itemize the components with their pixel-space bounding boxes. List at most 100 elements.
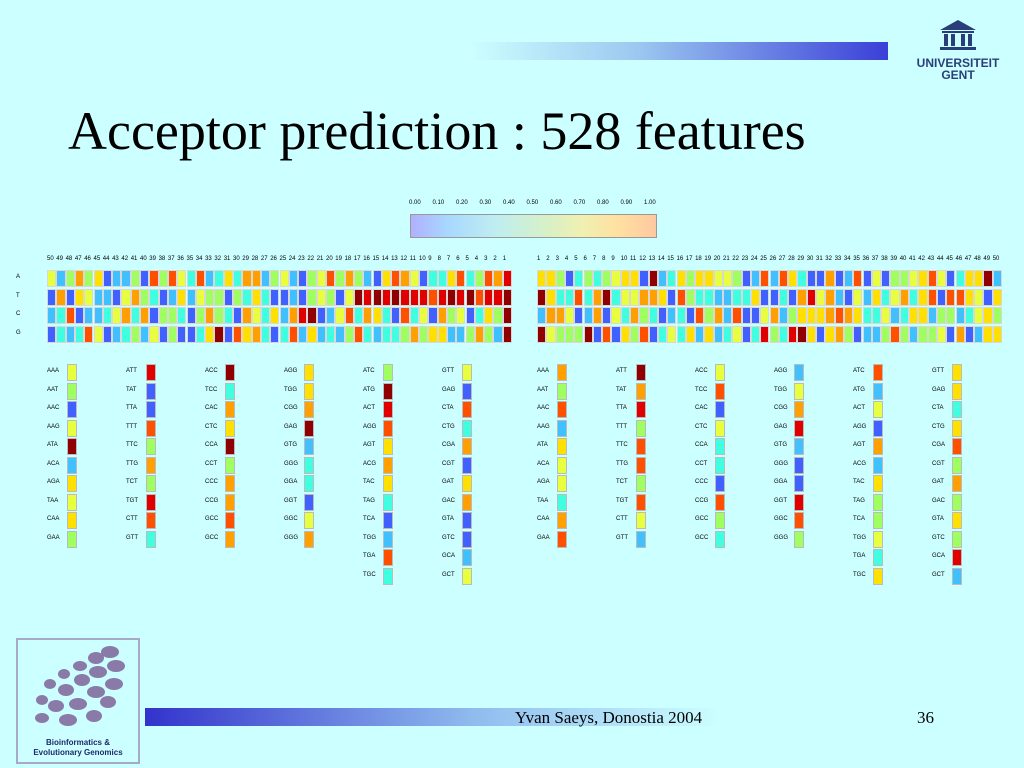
heatmap-position-label: 43: [927, 256, 935, 262]
heatmap-position-label: 9: [428, 256, 432, 262]
heatmap-cell: [648, 288, 658, 306]
heatmap-cell: [344, 270, 354, 287]
heatmap-position-label: 45: [93, 256, 101, 262]
trimer-label: GAA: [47, 534, 60, 541]
heatmap-cell: [564, 270, 575, 287]
heatmap-cell: [251, 270, 261, 287]
heatmap-position-label: 43: [112, 256, 119, 262]
heatmap-cell: [307, 288, 317, 306]
heatmap-cell: [555, 288, 565, 306]
trimer-cell: [636, 530, 646, 548]
heatmap-cell: [381, 307, 392, 324]
heatmap-position-label: 27: [260, 256, 268, 262]
heatmap-cell: [825, 307, 835, 324]
heatmap-cell: [344, 307, 354, 324]
heatmap-cell: [465, 325, 475, 343]
heatmap-cell: [428, 325, 438, 343]
trimer-label: CGT: [932, 460, 945, 467]
trimer-cell: [636, 475, 646, 492]
heatmap-position-label: 14: [657, 256, 665, 262]
heatmap-cell: [214, 288, 224, 306]
trimer-label: TTG: [616, 460, 628, 467]
heatmap-cell: [233, 288, 243, 306]
trimer-label: CCT: [695, 460, 708, 467]
heatmap-cell: [214, 307, 224, 324]
trimer-cell: [383, 493, 393, 511]
trimer-label: ACC: [205, 368, 218, 374]
trimer-cell: [952, 549, 962, 566]
trimer-label: CCA: [205, 442, 218, 448]
heatmap-cell: [881, 270, 891, 287]
trimer-label: CCG: [205, 497, 219, 504]
trimer-cell: [462, 419, 472, 437]
heatmap-cell: [353, 270, 364, 287]
heatmap-position-label: 41: [909, 256, 916, 262]
heatmap-position-label: 40: [140, 256, 147, 262]
heatmap-cell: [140, 307, 150, 324]
trimer-cell: [952, 567, 962, 585]
heatmap-cell: [769, 288, 779, 306]
heatmap-cell: [927, 325, 937, 343]
trimer-cell: [462, 475, 472, 492]
heatmap-cell: [205, 288, 215, 306]
heatmap-cell: [834, 288, 844, 306]
heatmap-cell: [788, 307, 798, 324]
trimer-cell: [873, 364, 883, 381]
heatmap-cell: [167, 270, 178, 287]
heatmap-cell: [778, 288, 789, 306]
heatmap-cell: [843, 325, 854, 343]
trimer-label: AAA: [47, 368, 60, 374]
trimer-cell: [146, 401, 156, 418]
heatmap-cell: [186, 325, 196, 343]
trimer-label: GGG: [774, 534, 789, 541]
heatmap-position-label: 33: [834, 256, 842, 262]
heatmap-cell: [84, 270, 94, 287]
trimer-cell: [146, 530, 156, 548]
heatmap-cell: [391, 288, 401, 306]
heatmap-cell: [288, 325, 299, 343]
trimer-label: GAA: [537, 534, 550, 541]
trimer-label: TGG: [774, 386, 787, 393]
heatmap-cell: [918, 307, 928, 324]
trimer-cell: [715, 419, 725, 437]
trimer-label: CTC: [695, 423, 708, 430]
trimer-cell: [67, 530, 77, 548]
heatmap-cell: [555, 270, 565, 287]
heatmap-cell: [825, 325, 835, 343]
heatmap-cell: [806, 288, 816, 306]
heatmap-cell: [555, 307, 565, 324]
heatmap-position-label: 18: [695, 256, 702, 262]
heatmap-cell: [611, 325, 621, 343]
heatmap-cell: [546, 325, 556, 343]
heatmap-cell: [121, 325, 131, 343]
heatmap-row-label: G: [16, 329, 21, 336]
heatmap-position-label: 32: [825, 256, 832, 262]
heatmap-cell: [335, 270, 345, 287]
heatmap-cell: [760, 270, 770, 287]
trimer-label: CGG: [284, 405, 298, 411]
heatmap-cell: [195, 325, 206, 343]
trimer-label: ACA: [47, 460, 60, 467]
heatmap-position-label: 18: [344, 256, 352, 262]
heatmap-cell: [657, 288, 668, 306]
trimer-label: ATA: [47, 442, 58, 448]
trimer-cell: [146, 438, 156, 455]
heatmap-cell: [74, 325, 85, 343]
trimer-cell: [873, 475, 883, 492]
trimer-cell: [873, 512, 883, 529]
heatmap-cell: [233, 325, 243, 343]
trimer-label: GTA: [442, 516, 454, 522]
heatmap-cell: [502, 325, 512, 343]
colorbar-tick-label: 0.10: [432, 200, 445, 206]
trimer-cell: [715, 438, 725, 455]
trimer-cell: [304, 456, 314, 474]
heatmap-cell: [816, 288, 826, 306]
heatmap-cell: [806, 270, 816, 287]
trimer-label: CCA: [695, 442, 708, 448]
heatmap-cell: [816, 325, 826, 343]
heatmap-cell: [456, 270, 466, 287]
heatmap-cell: [93, 307, 103, 324]
trimer-cell: [383, 475, 393, 492]
heatmap-position-label: 1: [537, 256, 541, 262]
heatmap-position-label: 40: [899, 256, 907, 262]
